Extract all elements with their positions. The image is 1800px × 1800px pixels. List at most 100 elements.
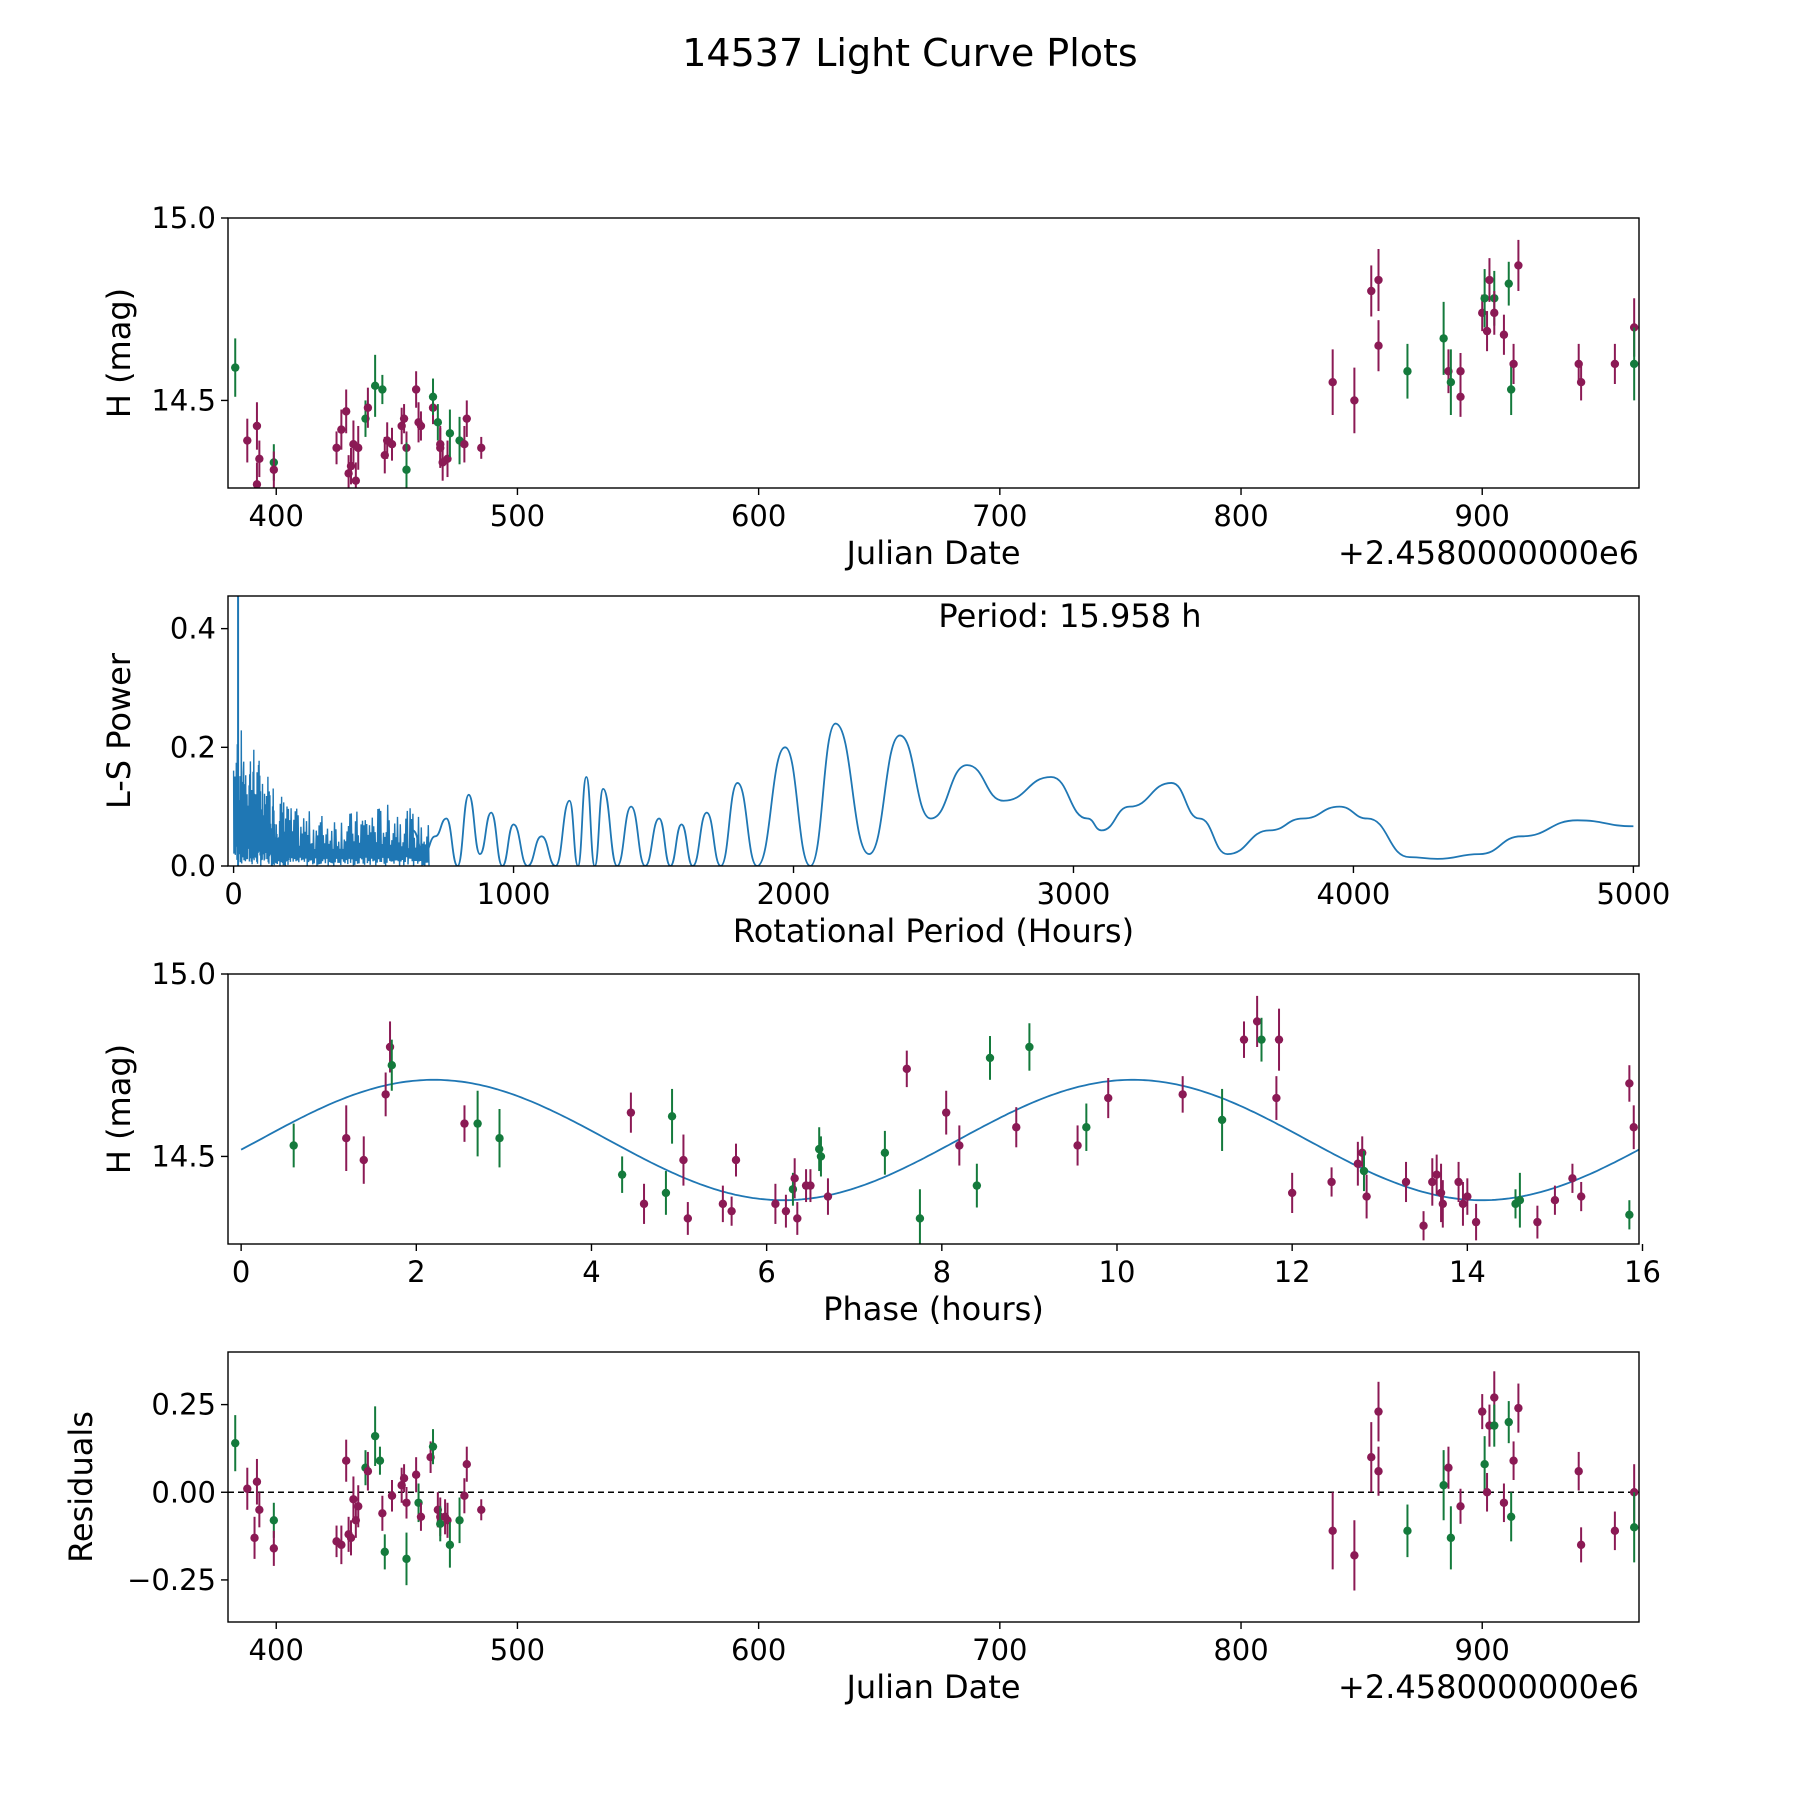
data-point — [781, 1206, 791, 1216]
x-tick-label: 1000 — [477, 877, 551, 911]
data-point — [473, 1119, 482, 1128]
data-point — [1482, 1488, 1492, 1497]
data-point — [790, 1174, 799, 1183]
data-point — [370, 381, 380, 391]
data-point — [1471, 1217, 1481, 1227]
data-point — [1576, 1540, 1586, 1550]
x-axis-label: Julian Date — [844, 534, 1020, 572]
data-point — [727, 1206, 736, 1216]
data-point — [1576, 1192, 1586, 1201]
lightcurve-panel: 400 500 600 700 800 900 14.5 15.0 Julian Date H (… — [100, 201, 1640, 572]
data-point — [1257, 1035, 1266, 1044]
data-point — [1012, 1123, 1021, 1132]
data-point — [1350, 396, 1359, 405]
data-point — [1514, 1403, 1523, 1413]
data-point — [1625, 1210, 1634, 1220]
y-tick-label: −0.25 — [127, 1563, 216, 1597]
data-point — [1490, 308, 1499, 318]
axes-frame — [227, 595, 1640, 867]
data-point — [1574, 1467, 1583, 1476]
x-tick-label: 4 — [582, 1255, 600, 1289]
x-axis-offset-label: +2.4580000000e6 — [1338, 534, 1639, 572]
data-point — [1444, 1463, 1453, 1472]
data-point — [1490, 1421, 1499, 1430]
data-point — [411, 1470, 421, 1479]
data-point — [477, 443, 486, 453]
x-tick-label: 700 — [972, 1633, 1027, 1667]
x-tick-label: 4000 — [1317, 877, 1391, 911]
y-tick-label: 0.4 — [170, 612, 216, 646]
data-point — [1478, 1407, 1487, 1416]
x-tick-label: 0 — [224, 877, 242, 911]
data-point — [972, 1181, 982, 1190]
x-tick-label: 900 — [1455, 1633, 1510, 1667]
x-tick-label: 10 — [1099, 1255, 1136, 1289]
data-point — [1499, 330, 1509, 339]
data-point — [1629, 1523, 1639, 1532]
data-point — [380, 1547, 389, 1557]
data-point — [250, 1533, 259, 1543]
data-point — [1506, 1512, 1516, 1522]
data-point — [1485, 275, 1494, 285]
x-axis-label: Julian Date — [844, 1668, 1020, 1706]
data-point — [436, 1519, 445, 1529]
data-point — [1403, 367, 1412, 376]
data-point — [1439, 334, 1448, 343]
data-point — [1025, 1042, 1034, 1052]
data-point — [445, 1540, 455, 1550]
data-point — [880, 1148, 890, 1157]
x-tick-label: 5000 — [1596, 877, 1670, 911]
data-point — [1504, 279, 1513, 288]
data-point — [1217, 1115, 1227, 1125]
data-point — [342, 1133, 351, 1143]
data-point — [416, 421, 426, 431]
data-point — [433, 418, 443, 427]
data-point — [1458, 1199, 1468, 1209]
data-point — [378, 1509, 387, 1518]
data-point — [823, 1192, 833, 1201]
data-point — [771, 1199, 780, 1209]
data-point — [626, 1108, 636, 1117]
data-point — [354, 443, 363, 453]
y-tick-label: 0.00 — [151, 1475, 216, 1509]
data-point — [462, 1460, 471, 1469]
data-point — [269, 1544, 279, 1553]
x-tick-label: 2 — [407, 1255, 425, 1289]
data-point — [337, 1540, 346, 1550]
data-point — [462, 414, 471, 423]
data-point — [402, 1498, 411, 1507]
data-point — [1274, 1035, 1284, 1044]
data-point — [679, 1155, 688, 1165]
data-point — [445, 429, 455, 438]
x-tick-label: 400 — [249, 499, 304, 533]
data-point — [1509, 359, 1518, 369]
data-point — [1454, 1177, 1463, 1187]
y-axis-label: L-S Power — [100, 652, 138, 809]
data-point — [1358, 1148, 1367, 1157]
x-tick-label: 14 — [1449, 1255, 1486, 1289]
data-point — [332, 443, 341, 453]
phased-panel: 0 2 4 6 8 10 12 14 16 14.5 15.0 Phase (hours) H (mag… — [100, 957, 1661, 1328]
data-point — [1625, 1079, 1634, 1088]
y-tick-label: 15.0 — [151, 957, 216, 991]
data-point — [1353, 1159, 1363, 1168]
data-point — [1509, 1456, 1518, 1465]
data-point — [289, 1141, 298, 1150]
data-point — [460, 1491, 469, 1500]
axes-frame — [227, 973, 1640, 1245]
plot-area — [231, 239, 1639, 488]
plot-area — [232, 596, 1634, 866]
data-point — [1287, 1188, 1297, 1198]
data-point — [1082, 1123, 1091, 1132]
data-point — [1480, 294, 1489, 303]
y-tick-label: 15.0 — [151, 201, 216, 235]
periodogram-panel: 0 1000 2000 3000 4000 5000 0.0 0.2 0.4 Rotational… — [100, 595, 1670, 950]
figure-title: 14537 Light Curve Plots — [682, 31, 1137, 75]
data-point — [1456, 392, 1465, 401]
data-point — [1374, 1467, 1383, 1476]
data-point — [381, 1090, 390, 1099]
data-point — [231, 1438, 240, 1448]
data-point — [815, 1144, 824, 1154]
data-point — [416, 1512, 426, 1522]
